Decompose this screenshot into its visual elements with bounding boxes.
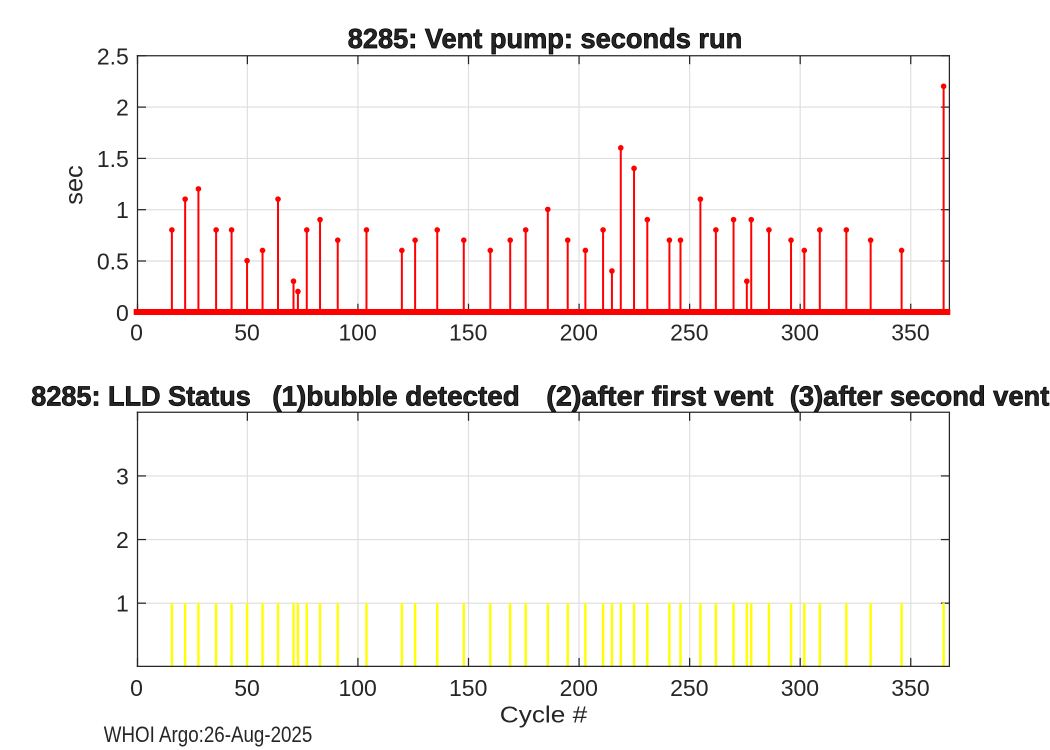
- svg-text:100: 100: [338, 675, 376, 701]
- svg-text:150: 150: [449, 320, 487, 346]
- svg-text:(1)bubble detected: (1)bubble detected: [272, 380, 520, 411]
- svg-text:100: 100: [338, 320, 376, 346]
- svg-text:8285: LLD Status: 8285: LLD Status: [31, 380, 251, 411]
- svg-text:1: 1: [116, 197, 129, 223]
- svg-text:Cycle #: Cycle #: [500, 701, 587, 727]
- svg-text:350: 350: [891, 675, 929, 701]
- svg-text:1: 1: [116, 591, 129, 617]
- svg-text:1.5: 1.5: [97, 146, 129, 172]
- svg-text:2.5: 2.5: [97, 43, 129, 69]
- svg-text:(3)after second vent: (3)after second vent: [790, 380, 1050, 411]
- svg-text:250: 250: [670, 320, 708, 346]
- svg-text:300: 300: [781, 675, 819, 701]
- svg-text:0.5: 0.5: [97, 249, 129, 275]
- svg-text:(2)after first vent: (2)after first vent: [546, 380, 773, 411]
- svg-text:2: 2: [116, 95, 129, 121]
- svg-text:50: 50: [234, 675, 260, 701]
- svg-text:300: 300: [781, 320, 819, 346]
- svg-text:0: 0: [130, 675, 143, 701]
- svg-text:200: 200: [560, 675, 598, 701]
- svg-text:8285: Vent pump: seconds run: 8285: Vent pump: seconds run: [348, 23, 743, 54]
- svg-text:200: 200: [560, 320, 598, 346]
- svg-text:0: 0: [116, 300, 129, 326]
- svg-text:250: 250: [670, 675, 708, 701]
- svg-text:350: 350: [891, 320, 929, 346]
- svg-text:150: 150: [449, 675, 487, 701]
- svg-text:0: 0: [130, 320, 143, 346]
- svg-text:WHOI Argo:26-Aug-2025: WHOI Argo:26-Aug-2025: [104, 722, 312, 747]
- svg-text:50: 50: [234, 320, 260, 346]
- svg-text:sec: sec: [60, 165, 88, 205]
- svg-text:3: 3: [116, 463, 129, 489]
- svg-text:2: 2: [116, 527, 129, 553]
